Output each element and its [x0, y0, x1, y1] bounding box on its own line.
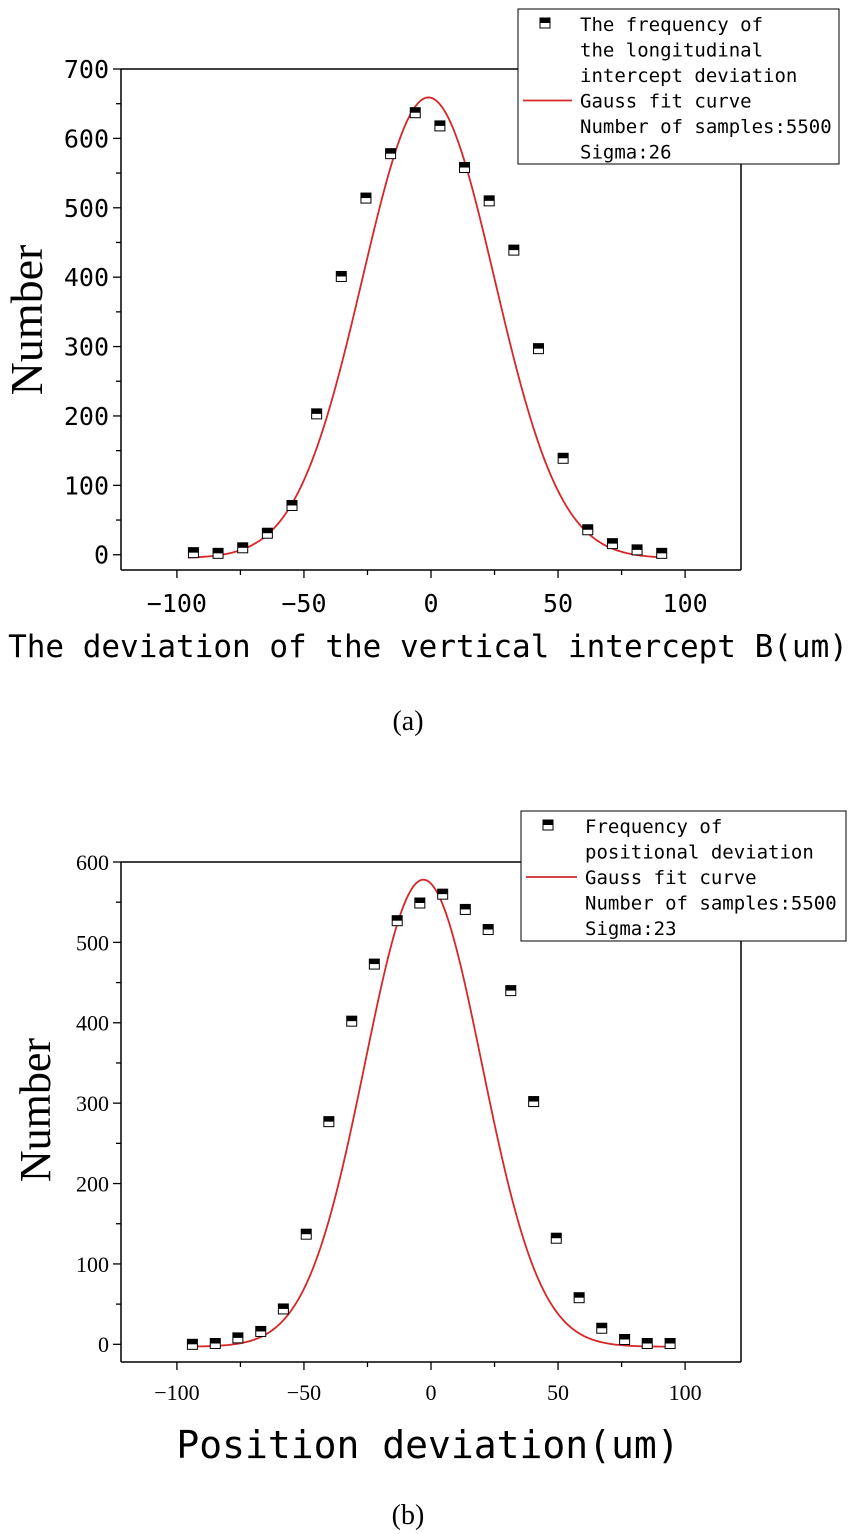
data-point	[532, 343, 544, 355]
data-point	[631, 544, 643, 556]
data-point	[508, 244, 520, 256]
legend-text: Sigma:26	[580, 142, 672, 164]
data-point	[409, 107, 421, 119]
y-tick-label: 700	[64, 55, 109, 84]
y-tick-label: 500	[76, 930, 109, 955]
x-tick-label: −50	[281, 589, 326, 618]
gauss-fit-curve	[188, 96, 667, 559]
x-tick-label: −50	[287, 1380, 321, 1405]
data-point	[368, 958, 380, 970]
data-point	[557, 452, 569, 464]
x-tick-label: 100	[669, 1380, 702, 1405]
data-point	[186, 1338, 198, 1350]
data-point	[346, 1015, 358, 1027]
y-tick-label: 200	[76, 1171, 109, 1196]
legend-text: intercept deviation	[580, 65, 797, 87]
data-point	[656, 547, 668, 559]
legend: Frequency of positional deviation Gauss fi…	[520, 810, 847, 942]
data-point	[550, 1232, 562, 1244]
legend-text: Number of samples:5500	[580, 116, 832, 138]
y-tick-label: 100	[64, 471, 109, 500]
data-point	[483, 195, 495, 207]
data-point	[277, 1303, 289, 1315]
data-point	[261, 527, 273, 539]
legend-text: Sigma:23	[585, 918, 677, 940]
legend-text: Frequency of	[585, 816, 722, 838]
legend: The frequency of the longitudinal intercep…	[517, 8, 840, 165]
data-point	[573, 1292, 585, 1304]
data-point	[528, 1096, 540, 1108]
legend-text: Gauss fit curve	[580, 91, 752, 113]
y-tick-label: 200	[64, 402, 109, 431]
x-tick-label: 0	[426, 1380, 437, 1405]
legend-text: The frequency of	[580, 14, 763, 36]
y-tick-label: 400	[64, 263, 109, 292]
x-tick-label: 100	[663, 589, 708, 618]
data-point	[232, 1332, 244, 1344]
data-point	[212, 547, 224, 559]
y-tick-label: 0	[94, 541, 109, 570]
y-tick-label: 300	[76, 1091, 109, 1116]
x-tick-label: 50	[543, 589, 573, 618]
data-point	[187, 547, 199, 559]
y-tick-label: 300	[64, 333, 109, 362]
x-tick-label: −100	[147, 589, 207, 618]
legend-marker-icon	[542, 819, 554, 831]
y-tick-label: 500	[64, 194, 109, 223]
data-point	[582, 524, 594, 536]
y-axis-title: Number	[11, 1038, 60, 1183]
data-point	[664, 1338, 676, 1350]
legend-marker-icon	[539, 17, 551, 29]
data-point	[385, 148, 397, 160]
x-tick-label: −100	[154, 1380, 199, 1405]
x-axis-title: The deviation of the vertical intercept …	[8, 629, 848, 665]
data-point	[300, 1228, 312, 1240]
panel-caption: (a)	[392, 706, 423, 737]
data-point	[286, 499, 298, 511]
data-point	[391, 915, 403, 927]
data-point	[641, 1338, 653, 1350]
y-axis-title: Number	[1, 245, 52, 396]
chart-panel-b: −100 −50 0 50 100 0 100 200 300 400 500 600 Position…	[11, 810, 847, 1531]
panel-caption: (b)	[392, 1500, 425, 1531]
y-tick-label: 600	[76, 850, 109, 875]
gauss-fit-curve	[187, 878, 676, 1348]
data-point	[437, 888, 449, 900]
legend-text: the longitudinal	[580, 40, 763, 62]
data-point	[335, 270, 347, 282]
legend-text: Number of samples:5500	[585, 893, 837, 915]
legend-box	[517, 8, 840, 165]
legend-box	[520, 810, 847, 942]
data-point	[360, 192, 372, 204]
data-point	[459, 162, 471, 174]
data-point	[459, 903, 471, 915]
data-point	[414, 897, 426, 909]
data-point	[237, 542, 249, 554]
x-tick-label: 50	[547, 1380, 569, 1405]
data-point	[482, 924, 494, 936]
data-point	[209, 1338, 221, 1350]
y-tick-label: 0	[98, 1332, 109, 1357]
y-tick-label: 400	[76, 1011, 109, 1036]
y-tick-label: 600	[64, 124, 109, 153]
data-point	[619, 1333, 631, 1345]
data-point	[255, 1325, 267, 1337]
data-point	[505, 985, 517, 997]
data-point	[596, 1322, 608, 1334]
data-point	[311, 408, 323, 420]
data-point	[434, 120, 446, 132]
data-point	[606, 538, 618, 550]
x-axis-title: Position deviation(um)	[176, 1423, 679, 1467]
legend-text: Gauss fit curve	[585, 867, 757, 889]
x-tick-label: 0	[423, 589, 438, 618]
legend-text: positional deviation	[585, 842, 814, 864]
y-tick-label: 100	[76, 1252, 109, 1277]
data-point	[323, 1116, 335, 1128]
chart-panel-a: −100 −50 0 50 100 0 100 200 300 400 500 600 700 The d…	[1, 8, 848, 737]
